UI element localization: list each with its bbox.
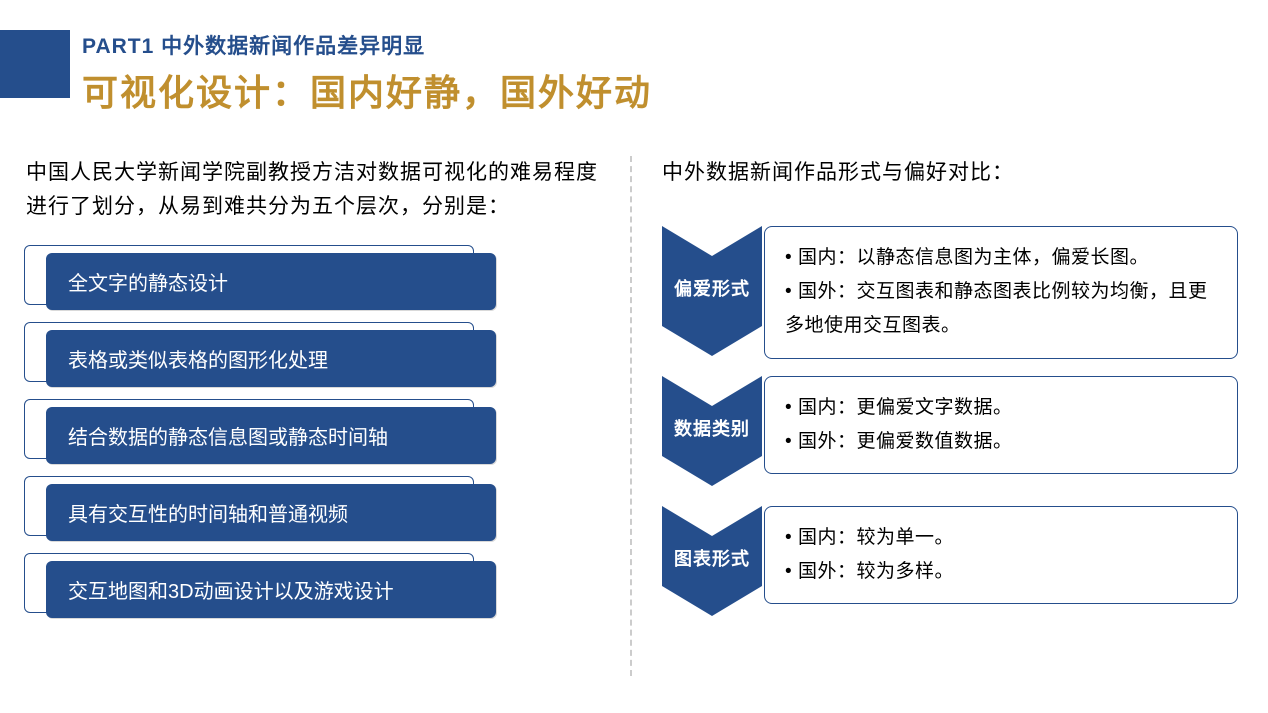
level-item: 具有交互性的时间轴和普通视频 bbox=[46, 484, 600, 541]
main-title: 可视化设计：国内好静，国外好动 bbox=[82, 64, 1268, 116]
vertical-divider bbox=[630, 156, 632, 676]
chevron-label: 图表形式 bbox=[662, 545, 762, 571]
left-intro: 中国人民大学新闻学院副教授方洁对数据可视化的难易程度进行了划分，从易到难共分为五… bbox=[26, 156, 600, 223]
chevron-wrap: 图表形式 bbox=[662, 506, 762, 626]
level-bar: 结合数据的静态信息图或静态时间轴 bbox=[46, 407, 496, 464]
level-bar: 表格或类似表格的图形化处理 bbox=[46, 330, 496, 387]
compare-box: 国内：较为单一。 国外：较为多样。 bbox=[764, 506, 1238, 604]
right-column: 中外数据新闻作品形式与偏好对比： 偏爱形式 国内：以静态信息图为主体，偏爱长图。… bbox=[662, 156, 1248, 676]
chevron-label: 数据类别 bbox=[662, 415, 762, 441]
compare-point: 国外：交互图表和静态图表比例较为均衡，且更多地使用交互图表。 bbox=[785, 275, 1217, 343]
header-text: PART1 中外数据新闻作品差异明显 可视化设计：国内好静，国外好动 bbox=[82, 30, 1268, 116]
compare-list: 偏爱形式 国内：以静态信息图为主体，偏爱长图。 国外：交互图表和静态图表比例较为… bbox=[662, 226, 1238, 626]
level-item: 全文字的静态设计 bbox=[46, 253, 600, 310]
chevron-wrap: 数据类别 bbox=[662, 376, 762, 496]
accent-bar bbox=[0, 30, 70, 98]
compare-point: 国内：更偏爱文字数据。 bbox=[785, 391, 1217, 425]
level-bar: 具有交互性的时间轴和普通视频 bbox=[46, 484, 496, 541]
compare-item: 数据类别 国内：更偏爱文字数据。 国外：更偏爱数值数据。 bbox=[662, 376, 1238, 496]
left-column: 中国人民大学新闻学院副教授方洁对数据可视化的难易程度进行了划分，从易到难共分为五… bbox=[20, 156, 600, 676]
right-intro: 中外数据新闻作品形式与偏好对比： bbox=[662, 156, 1238, 186]
level-bar: 全文字的静态设计 bbox=[46, 253, 496, 310]
chevron-wrap: 偏爱形式 bbox=[662, 226, 762, 366]
compare-box: 国内：以静态信息图为主体，偏爱长图。 国外：交互图表和静态图表比例较为均衡，且更… bbox=[764, 226, 1238, 359]
compare-item: 偏爱形式 国内：以静态信息图为主体，偏爱长图。 国外：交互图表和静态图表比例较为… bbox=[662, 226, 1238, 366]
compare-point: 国内：以静态信息图为主体，偏爱长图。 bbox=[785, 241, 1217, 275]
level-item: 结合数据的静态信息图或静态时间轴 bbox=[46, 407, 600, 464]
level-list: 全文字的静态设计 表格或类似表格的图形化处理 结合数据的静态信息图或静态时间轴 … bbox=[26, 253, 600, 618]
compare-box: 国内：更偏爱文字数据。 国外：更偏爱数值数据。 bbox=[764, 376, 1238, 474]
chevron-label: 偏爱形式 bbox=[662, 275, 762, 301]
compare-point: 国内：较为单一。 bbox=[785, 521, 1217, 555]
level-item: 表格或类似表格的图形化处理 bbox=[46, 330, 600, 387]
compare-item: 图表形式 国内：较为单一。 国外：较为多样。 bbox=[662, 506, 1238, 626]
header-region: PART1 中外数据新闻作品差异明显 可视化设计：国内好静，国外好动 bbox=[0, 0, 1268, 116]
content-region: 中国人民大学新闻学院副教授方洁对数据可视化的难易程度进行了划分，从易到难共分为五… bbox=[0, 156, 1268, 676]
level-item: 交互地图和3D动画设计以及游戏设计 bbox=[46, 561, 600, 618]
compare-point: 国外：更偏爱数值数据。 bbox=[785, 425, 1217, 459]
part-label: PART1 中外数据新闻作品差异明显 bbox=[82, 30, 1268, 60]
compare-point: 国外：较为多样。 bbox=[785, 555, 1217, 589]
level-bar: 交互地图和3D动画设计以及游戏设计 bbox=[46, 561, 496, 618]
